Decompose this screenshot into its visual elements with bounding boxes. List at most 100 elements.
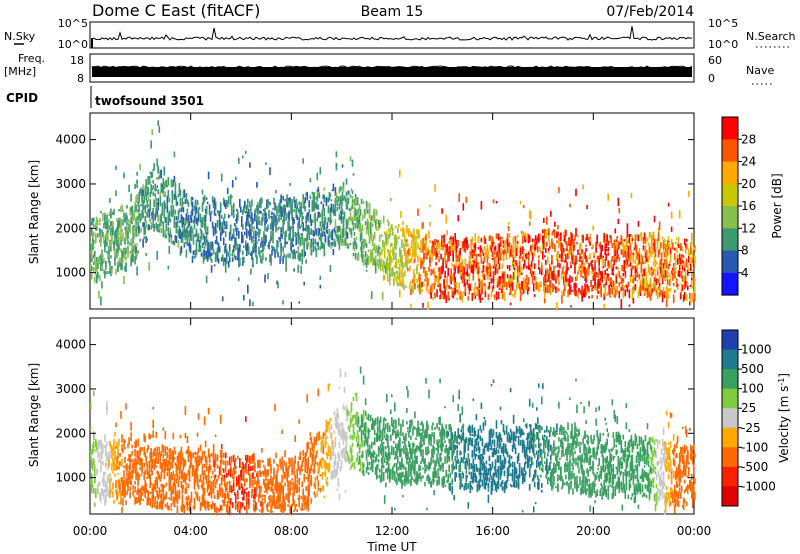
heatmap-cell <box>655 278 658 285</box>
heatmap-cell <box>644 245 647 253</box>
heatmap-cell <box>647 242 650 246</box>
heatmap-cell <box>185 194 188 202</box>
heatmap-cell <box>269 460 271 464</box>
heatmap-cell <box>187 446 190 451</box>
heatmap-cell <box>360 232 363 241</box>
heatmap-cell <box>159 169 162 178</box>
heatmap-cell <box>249 299 251 306</box>
heatmap-cell <box>545 286 547 293</box>
heatmap-cell <box>276 478 278 486</box>
heatmap-cell <box>160 183 163 193</box>
heatmap-cell <box>162 445 165 453</box>
heatmap-cell <box>226 460 229 466</box>
heatmap-cell <box>307 224 310 230</box>
heatmap-cell <box>663 252 666 256</box>
heatmap-cell <box>513 267 516 270</box>
heatmap-cell <box>262 509 264 512</box>
heatmap-cell <box>678 270 681 278</box>
heatmap-cell <box>249 473 251 480</box>
heatmap-cell <box>193 205 196 211</box>
heatmap-cell <box>450 235 453 240</box>
heatmap-cell <box>232 482 235 492</box>
heatmap-cell <box>92 237 94 242</box>
heatmap-cell <box>247 242 249 252</box>
heatmap-cell <box>547 256 549 264</box>
heatmap-cell <box>217 210 220 216</box>
heatmap-cell <box>329 233 332 237</box>
heatmap-cell <box>520 230 523 234</box>
heatmap-cell <box>257 226 259 230</box>
heatmap-cell <box>219 505 222 511</box>
heatmap-cell <box>567 252 569 259</box>
heatmap-cell <box>176 201 179 206</box>
heatmap-cell <box>138 232 140 235</box>
heatmap-cell <box>216 479 219 482</box>
heatmap-cell <box>357 219 360 228</box>
heatmap-cell <box>109 450 111 459</box>
heatmap-cell <box>256 241 258 244</box>
heatmap-cell <box>413 252 415 257</box>
heatmap-cell <box>644 288 647 291</box>
heatmap-cell <box>159 218 162 227</box>
heatmap-cell <box>309 231 312 235</box>
heatmap-cell <box>168 475 171 480</box>
heatmap-cell <box>607 276 610 282</box>
heatmap-cell <box>672 294 675 304</box>
heatmap-cell <box>261 259 263 264</box>
heatmap-cell <box>342 197 345 201</box>
heatmap-cell <box>661 277 664 285</box>
heatmap-cell <box>170 209 173 217</box>
heatmap-cell <box>628 234 631 244</box>
heatmap-cell <box>122 232 124 242</box>
heatmap-cell <box>346 219 349 229</box>
heatmap-cell <box>606 268 609 271</box>
heatmap-cell <box>158 474 161 480</box>
heatmap-cell <box>225 249 228 258</box>
heatmap-cell <box>187 221 190 229</box>
heatmap-cell <box>147 187 150 195</box>
heatmap-cell <box>96 216 98 226</box>
heatmap-cell <box>382 260 385 265</box>
heatmap-cell <box>182 464 185 471</box>
heatmap-cell <box>109 211 111 216</box>
heatmap-cell <box>681 284 684 291</box>
heatmap-cell <box>494 266 497 275</box>
heatmap-cell <box>400 250 402 259</box>
heatmap-cell <box>625 284 628 288</box>
heatmap-cell <box>599 278 602 286</box>
heatmap-cell <box>617 267 620 271</box>
heatmap-cell <box>571 233 573 242</box>
heatmap-cell <box>166 446 169 450</box>
heatmap-cell <box>477 263 480 267</box>
heatmap-cell <box>438 272 440 282</box>
heatmap-cell <box>493 247 496 255</box>
heatmap-cell <box>155 455 158 463</box>
heatmap-cell <box>93 460 95 463</box>
heatmap-cell <box>675 248 678 253</box>
heatmap-cell <box>241 219 243 227</box>
heatmap-cell <box>678 253 681 263</box>
heatmap-cell <box>168 485 171 492</box>
heatmap-cell <box>530 250 533 254</box>
heatmap-cell <box>383 231 386 235</box>
heatmap-cell <box>576 274 578 281</box>
heatmap-cell <box>420 282 422 287</box>
heatmap-cell <box>666 291 669 300</box>
heatmap-cell <box>598 271 601 276</box>
heatmap-cell <box>558 269 560 277</box>
heatmap-cell <box>592 275 594 281</box>
heatmap-cell <box>612 264 615 272</box>
heatmap-cell <box>386 259 388 265</box>
heatmap-cell <box>316 191 319 196</box>
heatmap-cell <box>595 247 597 253</box>
heatmap-cell <box>308 200 311 208</box>
heatmap-cell <box>125 477 127 485</box>
heatmap-cell <box>529 264 532 268</box>
heatmap-cell <box>366 257 369 265</box>
heatmap-cell <box>90 478 92 485</box>
heatmap-cell <box>214 213 217 216</box>
heatmap-cell <box>446 259 449 265</box>
heatmap-cell <box>148 433 151 440</box>
heatmap-cell <box>426 284 428 292</box>
heatmap-cell <box>640 261 643 271</box>
